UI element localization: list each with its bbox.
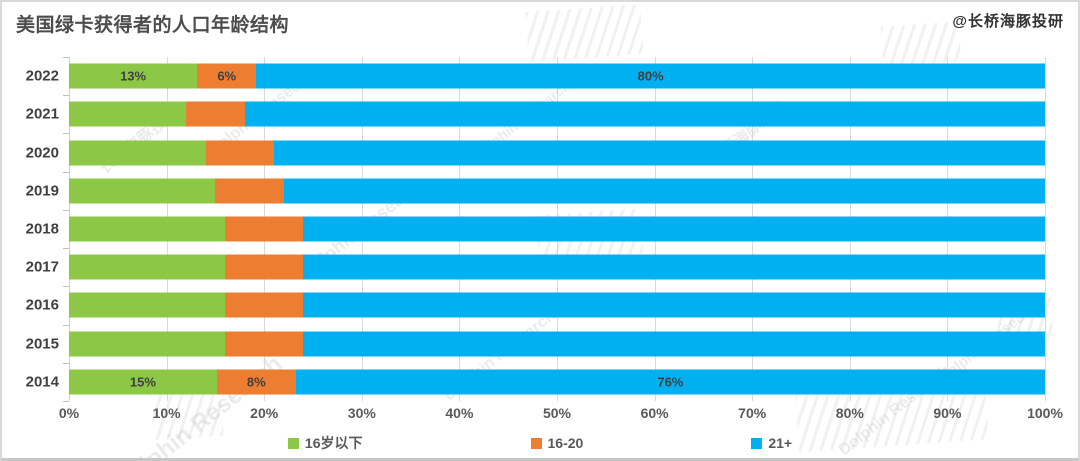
legend: 16岁以下 16-20 21+	[2, 433, 1078, 453]
y-axis-tick	[63, 401, 69, 402]
bar-segment-2017-series-3	[303, 254, 1045, 280]
y-axis-tick	[63, 363, 69, 364]
y-axis-label-2016: 2016	[25, 296, 59, 314]
bar-segment-2017-series-2	[225, 254, 304, 280]
bar-stack-2022: 13% 6% 80%	[69, 63, 1045, 89]
bar-segment-2020-series-2	[205, 140, 274, 166]
bar-row-2019: 2019	[26, 172, 1045, 210]
bar-segment-2019-series-3	[283, 178, 1045, 204]
bar-segment-2016-series-1	[69, 292, 226, 318]
bar-stack-2020	[69, 140, 1045, 166]
x-axis-label-30%: 30%	[347, 405, 376, 421]
bar-segment-2016-series-2	[225, 292, 304, 318]
x-axis-label-10%: 10%	[152, 405, 181, 421]
data-label: 8%	[246, 374, 266, 390]
data-label: 76%	[657, 374, 684, 390]
bar-row-2020: 2020	[26, 133, 1045, 171]
gridline-100%	[1045, 57, 1046, 401]
legend-item-3: 21+	[751, 433, 792, 453]
bar-segment-2014-series-3: 76%	[295, 369, 1045, 395]
data-label: 6%	[217, 68, 237, 84]
author-watermark: @长桥海豚投研	[952, 13, 1064, 30]
bar-segment-2018-series-2	[225, 216, 304, 242]
x-axis-label-70%: 70%	[738, 405, 767, 421]
bar-row-2018: 2018	[26, 210, 1045, 248]
bar-row-2014: 2014 15% 8% 76%	[26, 363, 1045, 401]
bar-segment-2015-series-2	[225, 331, 304, 357]
y-axis-tick	[63, 248, 69, 249]
plot-area: 2022 13% 6% 80% 2021 2020 2019 2018 2017 2016 2015…	[26, 57, 1046, 402]
bar-segment-2017-series-1	[69, 254, 226, 280]
legend-item-1: 16岁以下	[287, 433, 363, 453]
y-axis-tick	[63, 325, 69, 326]
bar-segment-2014-series-1: 15%	[69, 369, 217, 395]
bar-segment-2020-series-3	[273, 140, 1045, 166]
bar-segment-2022-series-3: 80%	[256, 63, 1045, 89]
bar-segment-2018-series-3	[303, 216, 1045, 242]
y-axis-tick	[63, 95, 69, 96]
bar-segment-2019-series-1	[69, 178, 216, 204]
legend-label: 21+	[768, 435, 793, 451]
bar-segment-2021-series-2	[186, 101, 245, 127]
bar-row-2021: 2021	[26, 95, 1045, 133]
y-axis-label-2015: 2015	[25, 335, 59, 353]
x-axis: 0% 10% 20% 30% 40% 50% 60% 70% 80% 90% 100%	[59, 405, 1063, 425]
bar-row-2022: 2022 13% 6% 80%	[26, 57, 1045, 95]
legend-label: 16-20	[547, 435, 584, 451]
bar-row-2015: 2015	[26, 325, 1045, 363]
y-axis-tick	[63, 172, 69, 173]
bar-stack-2019	[69, 178, 1045, 204]
bar-stack-2014: 15% 8% 76%	[69, 369, 1045, 395]
bar-segment-2016-series-3	[303, 292, 1045, 318]
x-axis-label-40%: 40%	[445, 405, 474, 421]
y-axis-label-2020: 2020	[25, 144, 59, 162]
x-axis-label-0%: 0%	[58, 405, 80, 421]
y-axis-tick	[63, 210, 69, 211]
bar-stack-2018	[69, 216, 1045, 242]
bar-row-2017: 2017	[26, 248, 1045, 286]
data-label: 15%	[129, 374, 156, 390]
y-axis-tick	[63, 57, 69, 58]
legend-swatch-icon	[751, 437, 763, 449]
bar-stack-2015	[69, 331, 1045, 357]
bar-segment-2015-series-1	[69, 331, 226, 357]
y-axis-label-2018: 2018	[25, 220, 59, 238]
bar-segment-2018-series-1	[69, 216, 226, 242]
data-label: 13%	[120, 68, 147, 84]
bar-stack-2016	[69, 292, 1045, 318]
y-axis-label-2019: 2019	[25, 182, 59, 200]
x-axis-label-20%: 20%	[250, 405, 279, 421]
y-axis-label-2017: 2017	[25, 258, 59, 276]
watermark-hatch	[525, 4, 644, 62]
bar-segment-2019-series-2	[215, 178, 284, 204]
x-axis-label-100%: 100%	[1027, 405, 1063, 421]
bar-row-2016: 2016	[26, 286, 1045, 324]
bar-stack-2021	[69, 101, 1045, 127]
bar-segment-2022-series-1: 13%	[69, 63, 198, 89]
x-axis-label-80%: 80%	[835, 405, 864, 421]
bar-segment-2021-series-3	[244, 101, 1045, 127]
y-axis-label-2021: 2021	[25, 105, 59, 123]
bar-segment-2015-series-3	[303, 331, 1045, 357]
data-label: 80%	[637, 68, 664, 84]
y-axis-label-2014: 2014	[25, 373, 59, 391]
x-axis-label-90%: 90%	[933, 405, 962, 421]
y-axis-tick	[63, 133, 69, 134]
y-axis-label-2022: 2022	[25, 67, 59, 85]
bar-stack-2017	[69, 254, 1045, 280]
legend-swatch-icon	[287, 437, 299, 449]
chart-title: 美国绿卡获得者的人口年龄结构	[16, 15, 290, 36]
bar-segment-2014-series-2: 8%	[216, 369, 296, 395]
legend-item-2: 16-20	[530, 433, 584, 453]
bar-segment-2021-series-1	[69, 101, 187, 127]
legend-swatch-icon	[530, 437, 542, 449]
bar-segment-2020-series-1	[69, 140, 206, 166]
legend-label: 16岁以下	[304, 435, 363, 451]
bar-segment-2022-series-2: 6%	[197, 63, 257, 89]
y-axis-tick	[63, 286, 69, 287]
x-axis-label-60%: 60%	[640, 405, 669, 421]
x-axis-label-50%: 50%	[542, 405, 572, 421]
